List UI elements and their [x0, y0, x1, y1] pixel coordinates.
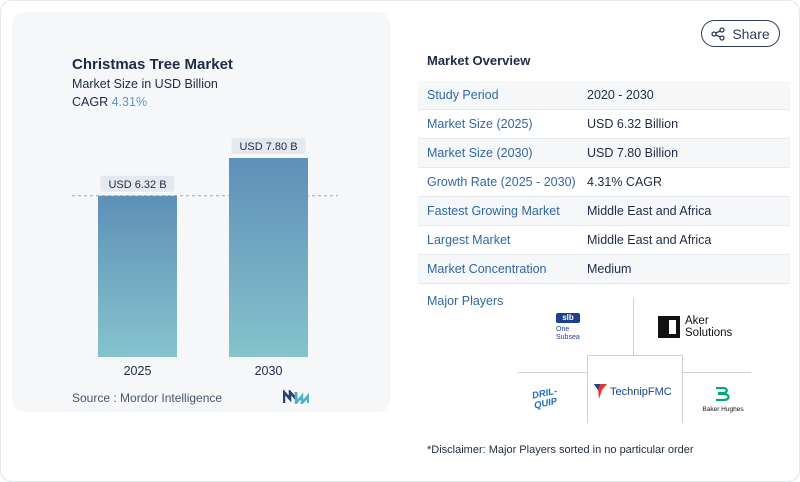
aker-line1: Aker: [685, 315, 709, 327]
chart-card: [12, 12, 390, 412]
row-value: USD 7.80 Billion: [587, 146, 679, 160]
share-icon: [711, 26, 725, 41]
grid-divider: [587, 355, 683, 356]
table-row: Growth Rate (2025 - 2030) 4.31% CAGR: [418, 168, 790, 197]
row-value: Medium: [587, 262, 632, 276]
row-label: Market Size (2025): [427, 117, 533, 131]
market-overview-table: Study Period 2020 - 2030 Market Size (20…: [418, 81, 790, 284]
aker-line2: Solutions: [685, 327, 733, 339]
table-row: Largest Market Middle East and Africa: [418, 226, 790, 255]
grid-divider: [518, 372, 587, 373]
row-label: Market Size (2030): [427, 146, 533, 160]
grid-divider: [587, 355, 588, 423]
table-row: Market Size (2030) USD 7.80 Billion: [418, 139, 790, 168]
row-value: USD 6.32 Billion: [587, 117, 679, 131]
data-label-bg-2025: [100, 175, 175, 192]
technipfmc-logo: TechnipFMC: [594, 384, 672, 399]
row-label: Growth Rate (2025 - 2030): [427, 175, 576, 189]
aker-solutions-logo: Aker Solutions: [658, 315, 732, 339]
slb-line3: Subsea: [556, 334, 580, 341]
row-label: Market Concentration: [427, 262, 547, 276]
share-label: Share: [732, 25, 770, 42]
table-row: Fastest Growing Market Middle East and A…: [418, 197, 790, 226]
technipfmc-mark-icon: [594, 384, 607, 399]
row-value: 4.31% CAGR: [587, 175, 663, 189]
row-label: Largest Market: [427, 233, 511, 247]
row-label: Fastest Growing Market: [427, 204, 560, 218]
row-value: 2020 - 2030: [587, 88, 654, 102]
table-row: Market Size (2025) USD 6.32 Billion: [418, 110, 790, 139]
bar-chart: USD 6.32 B 2025 USD 7.80 B 2030: [72, 138, 338, 378]
row-value: Middle East and Africa: [587, 233, 712, 247]
data-label-2030: USD 7.80 B: [239, 141, 297, 153]
cagr-label: CAGR: [72, 95, 109, 109]
table-row: Study Period 2020 - 2030: [418, 81, 790, 110]
cagr-line: CAGR 4.31%: [72, 95, 147, 109]
bar-2030: [229, 158, 308, 357]
chart-title: Christmas Tree Market: [72, 56, 233, 73]
bar-2025: [98, 195, 177, 357]
x-tick-label-2030: 2030: [255, 364, 283, 378]
market-overview-title: Market Overview: [427, 53, 531, 68]
slb-wordmark: slb: [556, 313, 580, 323]
major-players-label: Major Players: [427, 294, 504, 308]
baker-hughes-text: Baker Hughes: [702, 406, 744, 413]
data-label-bg-2030: [231, 138, 306, 154]
slb-onesubsea-logo: slb One Subsea: [556, 313, 590, 347]
data-label-2025: USD 6.32 B: [108, 179, 166, 191]
disclaimer: *Disclaimer: Major Players sorted in no …: [427, 444, 694, 456]
x-tick-label-2025: 2025: [124, 364, 152, 378]
table-row: Market Concentration Medium: [418, 255, 790, 284]
grid-divider: [682, 355, 683, 423]
share-button[interactable]: Share: [701, 20, 780, 47]
aker-mark-icon: [658, 316, 680, 338]
baker-hughes-mark-icon: [716, 386, 730, 402]
row-label: Study Period: [427, 88, 499, 102]
mordor-logo-icon: [283, 390, 309, 404]
grid-divider: [683, 372, 751, 373]
cagr-value: 4.31%: [111, 95, 148, 109]
baker-hughes-logo: Baker Hughes: [701, 386, 745, 413]
chart-subtitle: Market Size in USD Billion: [72, 77, 218, 91]
technipfmc-text: TechnipFMC: [610, 385, 672, 398]
source-note: Source : Mordor Intelligence: [72, 391, 223, 405]
grid-divider: [633, 298, 634, 355]
row-value: Middle East and Africa: [587, 204, 712, 218]
slb-line2: One: [556, 326, 570, 333]
